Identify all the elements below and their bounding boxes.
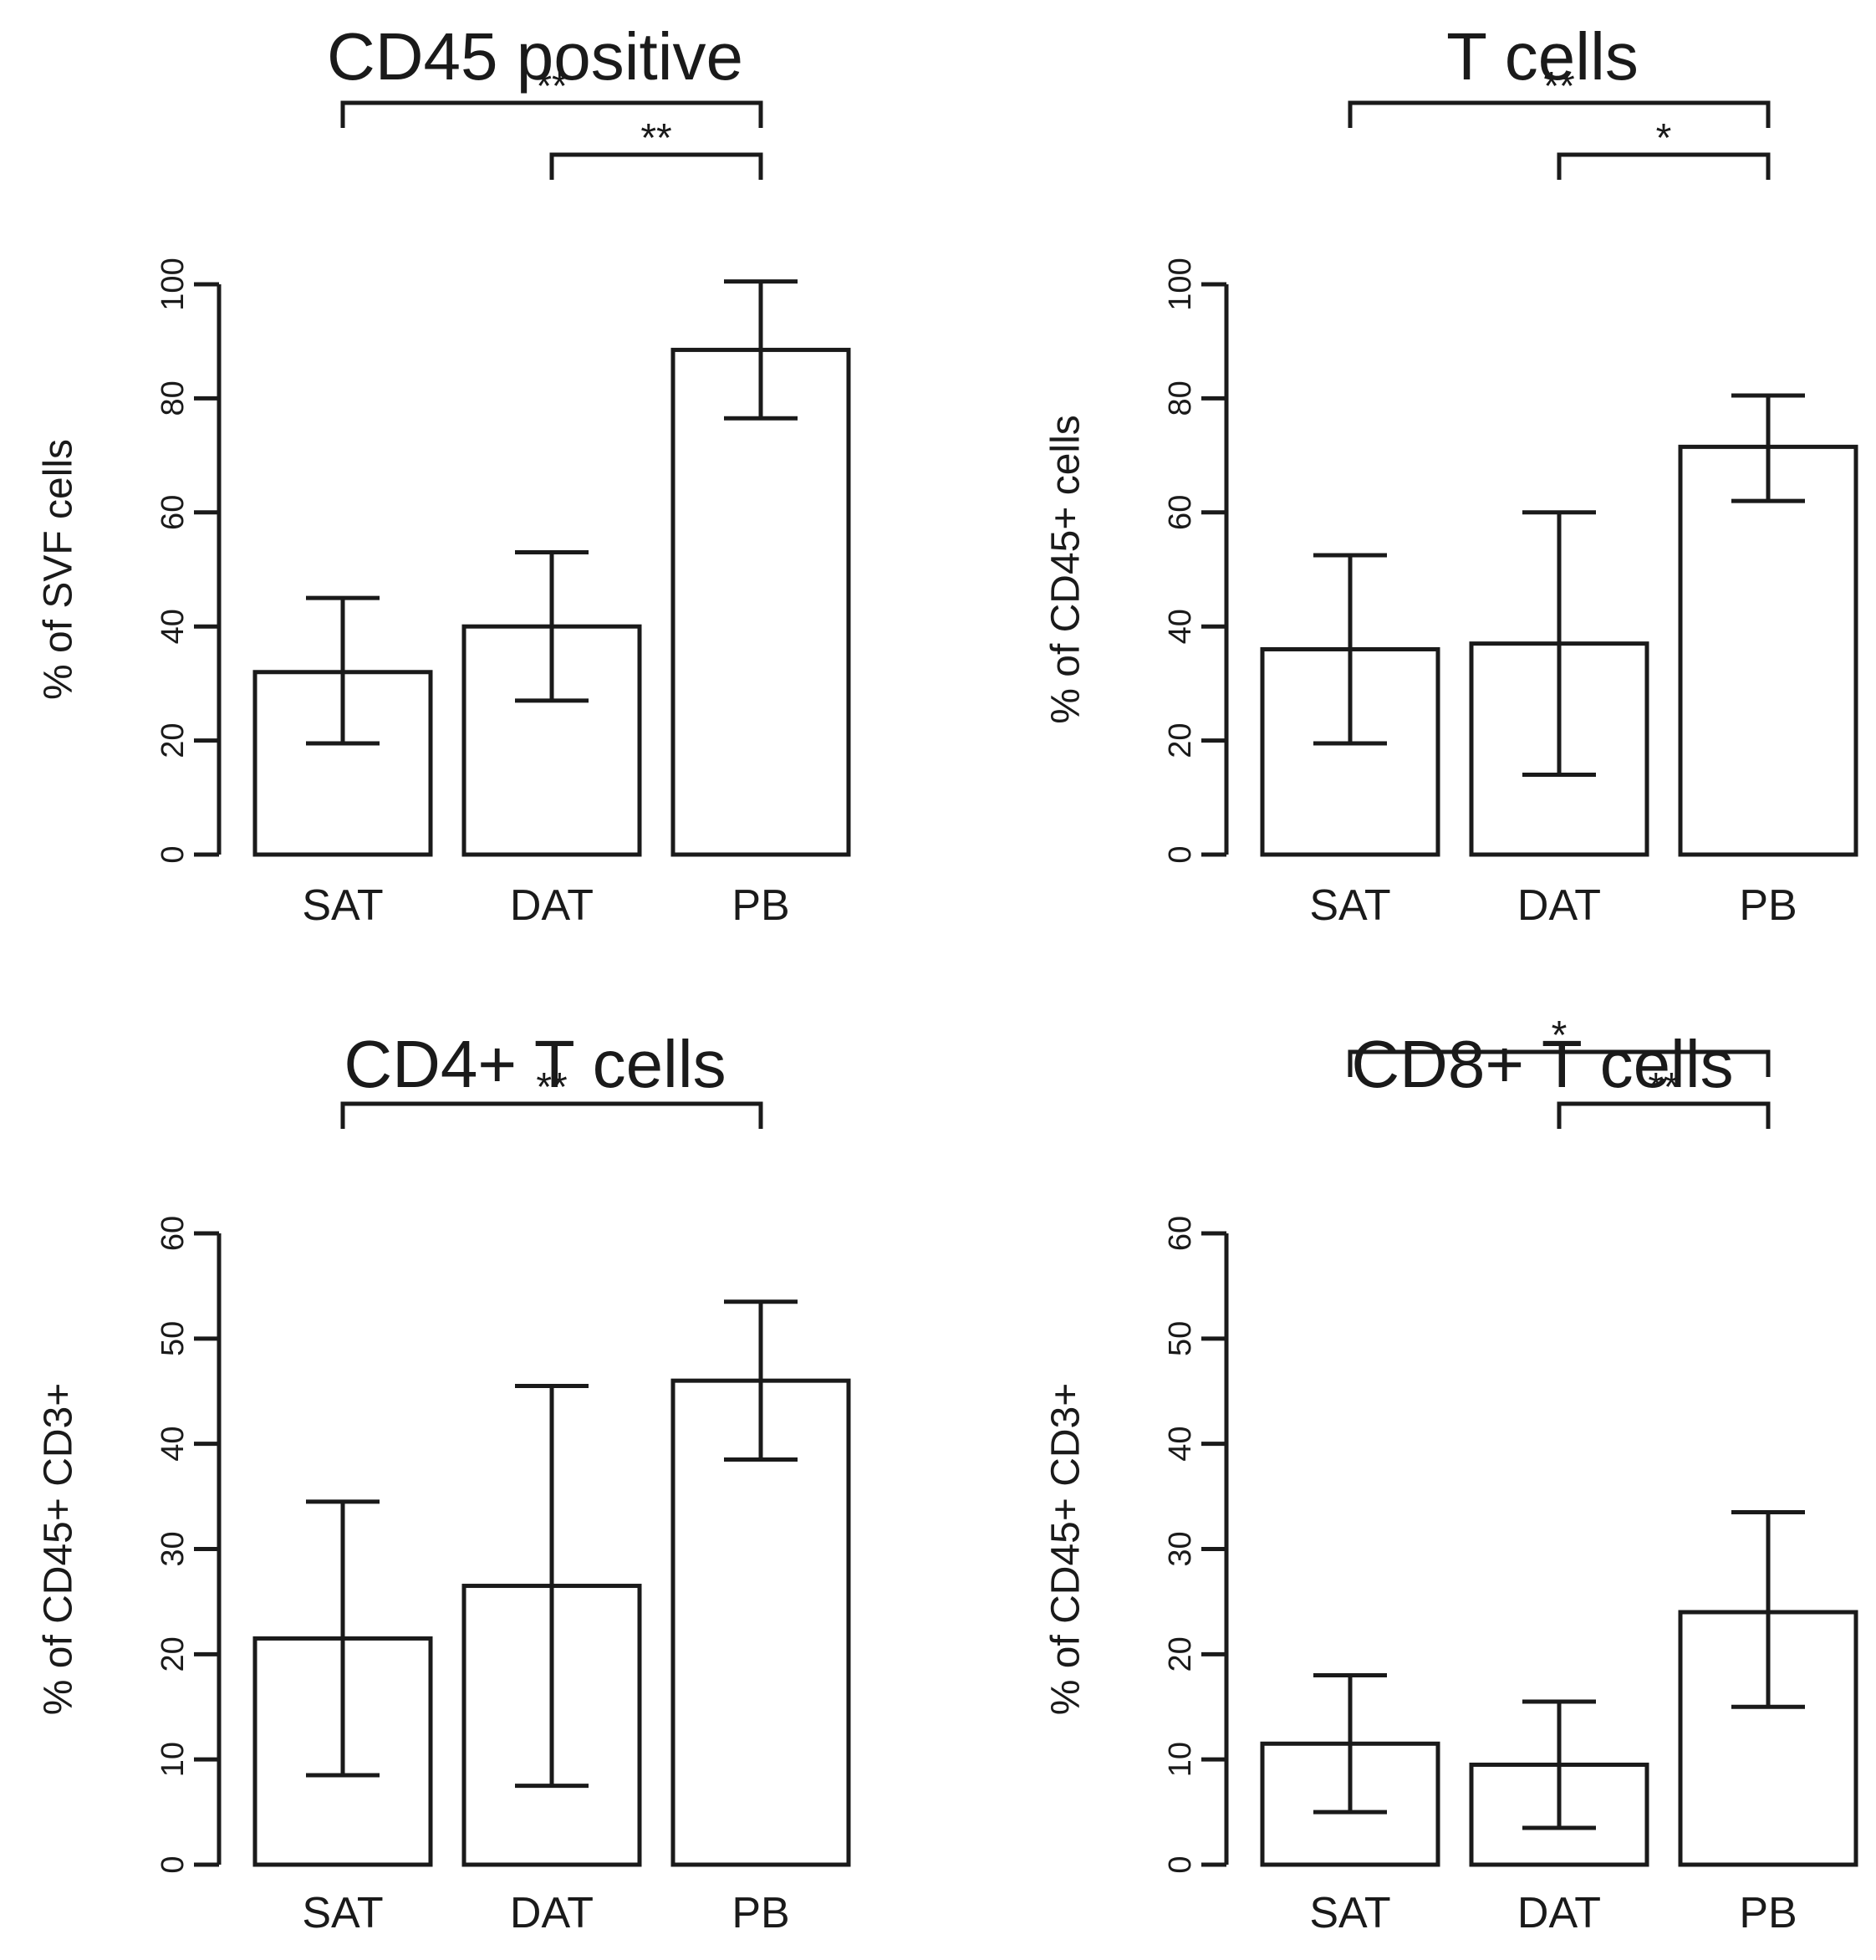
y-tick-label: 20	[155, 722, 191, 758]
chart-panel-t-cells: T cells 0 20 40 60 80 100 % of CD45+ cells SAT DA…	[1044, 19, 1858, 930]
y-tick-label: 40	[1163, 609, 1198, 644]
y-tick-label: 60	[155, 1216, 191, 1251]
y-tick-label: 80	[155, 380, 191, 416]
x-category-label: PB	[1739, 1889, 1797, 1937]
chart-panel-cd45-positive: CD45 positive 0 20 40 60 80 100 % of SVF cells S…	[37, 19, 851, 930]
chart-panel-cd4-t-cells: CD4+ T cells 0 10 20 30 40 50 60 % of CD45+ CD3+…	[37, 1027, 851, 1937]
significance-label: **	[1543, 64, 1574, 109]
y-tick-label: 40	[1163, 1427, 1198, 1462]
significance-bracket: **	[340, 64, 763, 128]
y-tick-label: 50	[155, 1321, 191, 1356]
y-tick-label: 10	[1163, 1742, 1198, 1777]
error-bar-sat	[1313, 1673, 1387, 1815]
error-bar-pb	[724, 279, 798, 421]
y-tick-label: 20	[155, 1636, 191, 1672]
y-tick-label: 0	[1163, 1855, 1198, 1873]
significance-bracket: **	[1557, 1065, 1771, 1129]
error-bar-sat	[1313, 553, 1387, 746]
significance-bracket: *	[1557, 116, 1771, 180]
significance-bracket: **	[340, 1065, 763, 1129]
x-category-label: SAT	[302, 1889, 383, 1937]
chart-title: CD8+ T cells	[1351, 1027, 1733, 1101]
significance-label: **	[640, 116, 671, 161]
significance-bracket: **	[549, 116, 763, 180]
y-tick-label: 40	[155, 609, 191, 644]
y-tick-label: 0	[1163, 845, 1198, 863]
y-tick-label: 10	[155, 1742, 191, 1777]
error-bar-pb	[1731, 393, 1805, 503]
y-tick-label: 20	[1163, 1636, 1198, 1672]
y-tick-label: 30	[1163, 1531, 1198, 1566]
chart-title: T cells	[1446, 19, 1639, 94]
error-bar-dat	[1522, 510, 1596, 778]
error-bar-sat	[306, 1499, 380, 1778]
x-category-label: PB	[732, 881, 789, 930]
x-category-label: SAT	[1309, 881, 1390, 930]
significance-bracket: *	[1348, 1013, 1771, 1077]
x-category-label: SAT	[302, 881, 383, 930]
y-tick-label: 100	[1163, 258, 1198, 310]
y-tick-label: 60	[1163, 1216, 1198, 1251]
y-tick-label: 100	[155, 258, 191, 310]
significance-bracket: **	[1348, 64, 1771, 128]
chart-panel-cd8-t-cells: CD8+ T cells 0 10 20 30 40 50 60 % of CD45+ CD3+…	[1044, 1013, 1858, 1937]
error-bar-dat	[515, 1383, 589, 1789]
x-category-label: PB	[1739, 881, 1797, 930]
error-bar-pb	[1731, 1509, 1805, 1709]
significance-label: **	[536, 64, 567, 109]
y-tick-label: 0	[155, 845, 191, 863]
x-category-label: DAT	[510, 881, 594, 930]
y-tick-label: 40	[155, 1427, 191, 1462]
y-axis-label: % of CD45+ CD3+	[37, 1383, 81, 1716]
y-tick-label: 50	[1163, 1321, 1198, 1356]
bar-pb	[670, 347, 851, 857]
error-bar-sat	[306, 595, 380, 746]
error-bar-dat	[1522, 1699, 1596, 1830]
y-tick-label: 60	[1163, 495, 1198, 530]
y-tick-label: 80	[1163, 380, 1198, 416]
y-axis-label: % of CD45+ cells	[1044, 415, 1088, 724]
y-tick-label: 0	[155, 1855, 191, 1873]
y-tick-label: 30	[155, 1531, 191, 1566]
error-bar-dat	[515, 550, 589, 703]
x-category-label: SAT	[1309, 1889, 1390, 1937]
chart-title: CD45 positive	[327, 19, 743, 94]
chart-title: CD4+ T cells	[344, 1027, 726, 1101]
significance-label: **	[536, 1065, 567, 1110]
y-tick-label: 20	[1163, 722, 1198, 758]
x-category-label: DAT	[510, 1889, 594, 1937]
y-axis-label: % of SVF cells	[37, 439, 81, 700]
error-bar-pb	[724, 1299, 798, 1462]
y-tick-label: 60	[155, 495, 191, 530]
significance-label: *	[1656, 116, 1672, 161]
y-axis-label: % of CD45+ CD3+	[1044, 1383, 1088, 1716]
x-category-label: DAT	[1517, 881, 1601, 930]
bar-pb	[1678, 444, 1858, 857]
significance-label: **	[1648, 1065, 1679, 1110]
significance-label: *	[1552, 1013, 1568, 1058]
x-category-label: PB	[732, 1889, 789, 1937]
x-category-label: DAT	[1517, 1889, 1601, 1937]
